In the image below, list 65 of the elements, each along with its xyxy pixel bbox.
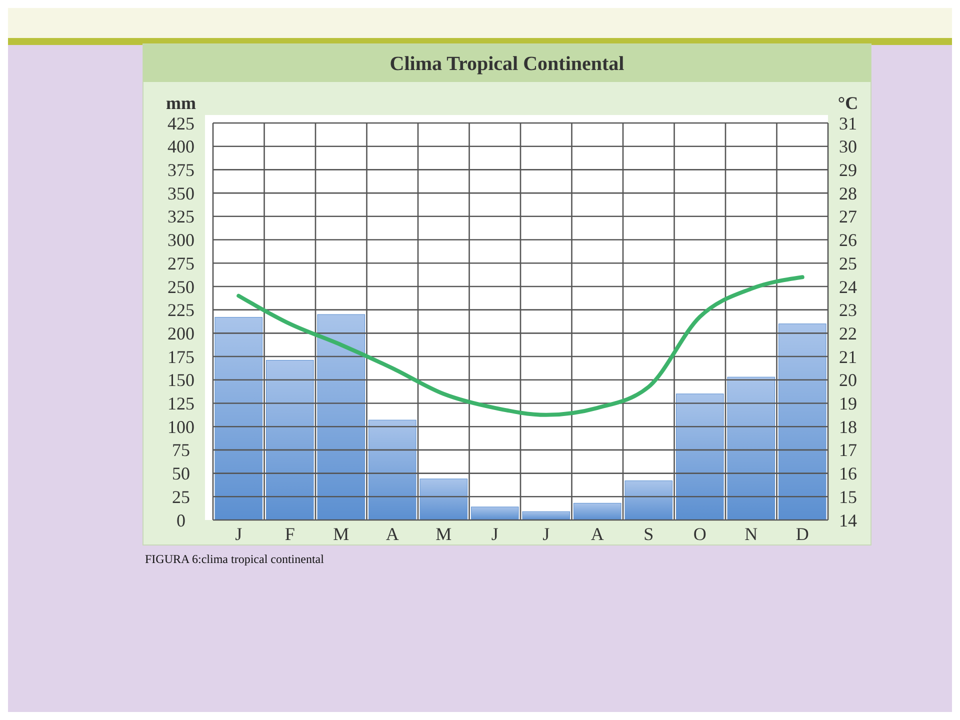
- text: FIGURA 6:clima tropical continental: [145, 552, 325, 566]
- y2-tick-label: 22: [839, 323, 857, 344]
- y-tick-label: 425: [168, 113, 194, 134]
- x-tick-label: M: [333, 524, 350, 544]
- y2-tick-label: 30: [839, 136, 857, 157]
- y-tick-label: 375: [168, 160, 194, 180]
- y2-tick-label: 19: [839, 394, 857, 414]
- x-tick-label: N: [744, 524, 758, 544]
- y2-tick-label: 31: [839, 113, 857, 134]
- x-tick-label: M: [436, 524, 452, 544]
- bar: [574, 502, 622, 520]
- x-tick-label: O: [693, 524, 706, 544]
- bar: [420, 478, 468, 520]
- line-series: [236, 275, 804, 417]
- y2-tick-label: 26: [839, 230, 857, 250]
- y-axis-title: mm: [166, 93, 196, 113]
- bar: [266, 360, 314, 520]
- y-tick-label: 100: [168, 416, 194, 437]
- x-tick-label: J: [235, 524, 242, 544]
- y-tick-label: 175: [168, 346, 194, 367]
- x-tick-label: D: [796, 524, 809, 544]
- bar: [522, 511, 570, 520]
- x-tick-label: A: [386, 524, 399, 544]
- bar: [317, 314, 365, 520]
- y-tick-label: 25: [172, 486, 190, 507]
- y2-tick-label: 27: [839, 206, 857, 227]
- bar: [778, 324, 826, 520]
- y2-tick-label: 15: [839, 486, 857, 507]
- y-tick-label: 225: [168, 300, 194, 320]
- bar: [471, 506, 519, 520]
- y2-tick-label: 25: [839, 253, 857, 274]
- y2-axis-title: °C: [838, 93, 858, 113]
- bar: [624, 480, 672, 520]
- x-tick-label: A: [590, 524, 604, 544]
- y-tick-label: 150: [168, 370, 194, 390]
- x-tick-label: J: [491, 524, 498, 544]
- y-tick-label: 50: [172, 464, 190, 484]
- y-tick-label: 250: [168, 276, 194, 297]
- y2-tick-label: 17: [839, 440, 857, 460]
- y-tick-label: 300: [168, 230, 194, 250]
- y-tick-label: 325: [168, 206, 194, 227]
- bar: [676, 394, 724, 520]
- y2-tick-label: 20: [839, 370, 857, 390]
- y2-tick-label: 23: [839, 300, 857, 320]
- x-tick-label: F: [284, 524, 295, 544]
- bar: [214, 317, 262, 520]
- y2-tick-label: 29: [839, 160, 857, 180]
- x-tick-label: J: [542, 524, 550, 544]
- y-tick-label: 350: [168, 183, 194, 204]
- y2-tick-label: 28: [839, 183, 857, 204]
- y-tick-label: 200: [168, 323, 194, 344]
- bar: [727, 376, 775, 520]
- bar: [368, 420, 416, 520]
- y-tick-label: 0: [176, 510, 186, 530]
- y2-tick-label: 21: [839, 346, 857, 367]
- y2-tick-label: 16: [839, 464, 857, 484]
- y2-tick-label: 24: [839, 276, 857, 297]
- y-tick-label: 75: [172, 440, 190, 460]
- y-tick-label: 400: [168, 136, 194, 157]
- chart-title: Clima Tropical Continental: [390, 53, 625, 75]
- y2-tick-label: 14: [839, 510, 857, 530]
- x-tick-label: S: [644, 524, 654, 544]
- y-tick-label: 275: [168, 253, 194, 274]
- y2-tick-label: 18: [839, 416, 857, 437]
- y-tick-label: 125: [168, 394, 194, 414]
